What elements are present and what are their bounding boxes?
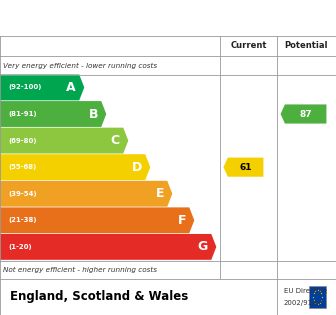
Polygon shape bbox=[0, 128, 128, 153]
Text: 61: 61 bbox=[239, 163, 252, 172]
Text: Potential: Potential bbox=[285, 42, 328, 50]
Polygon shape bbox=[0, 75, 84, 100]
Polygon shape bbox=[0, 234, 216, 260]
Text: F: F bbox=[177, 214, 186, 227]
Text: (1-20): (1-20) bbox=[8, 244, 32, 250]
Text: (39-54): (39-54) bbox=[8, 191, 37, 197]
Polygon shape bbox=[0, 154, 150, 180]
Polygon shape bbox=[281, 105, 327, 123]
Text: G: G bbox=[198, 240, 208, 253]
Text: C: C bbox=[111, 134, 120, 147]
Text: 87: 87 bbox=[299, 110, 312, 118]
Text: EU Directive: EU Directive bbox=[284, 289, 327, 295]
Polygon shape bbox=[0, 101, 106, 127]
Text: Very energy efficient - lower running costs: Very energy efficient - lower running co… bbox=[3, 63, 158, 69]
Polygon shape bbox=[0, 181, 172, 207]
Bar bbox=[309, 286, 326, 308]
Text: 2002/91/EC: 2002/91/EC bbox=[284, 301, 325, 306]
Polygon shape bbox=[0, 207, 194, 233]
Text: (69-80): (69-80) bbox=[8, 138, 37, 144]
Text: Current: Current bbox=[230, 42, 267, 50]
Text: Energy Efficiency Rating: Energy Efficiency Rating bbox=[10, 10, 220, 25]
Text: (92-100): (92-100) bbox=[8, 84, 42, 90]
Text: (55-68): (55-68) bbox=[8, 164, 37, 170]
Text: D: D bbox=[132, 161, 142, 174]
Text: Not energy efficient - higher running costs: Not energy efficient - higher running co… bbox=[3, 266, 157, 273]
Text: England, Scotland & Wales: England, Scotland & Wales bbox=[10, 290, 188, 303]
Text: (21-38): (21-38) bbox=[8, 217, 37, 223]
Text: (81-91): (81-91) bbox=[8, 111, 37, 117]
Text: E: E bbox=[156, 187, 164, 200]
Polygon shape bbox=[223, 158, 263, 177]
Text: B: B bbox=[88, 107, 98, 121]
Text: A: A bbox=[66, 81, 76, 94]
